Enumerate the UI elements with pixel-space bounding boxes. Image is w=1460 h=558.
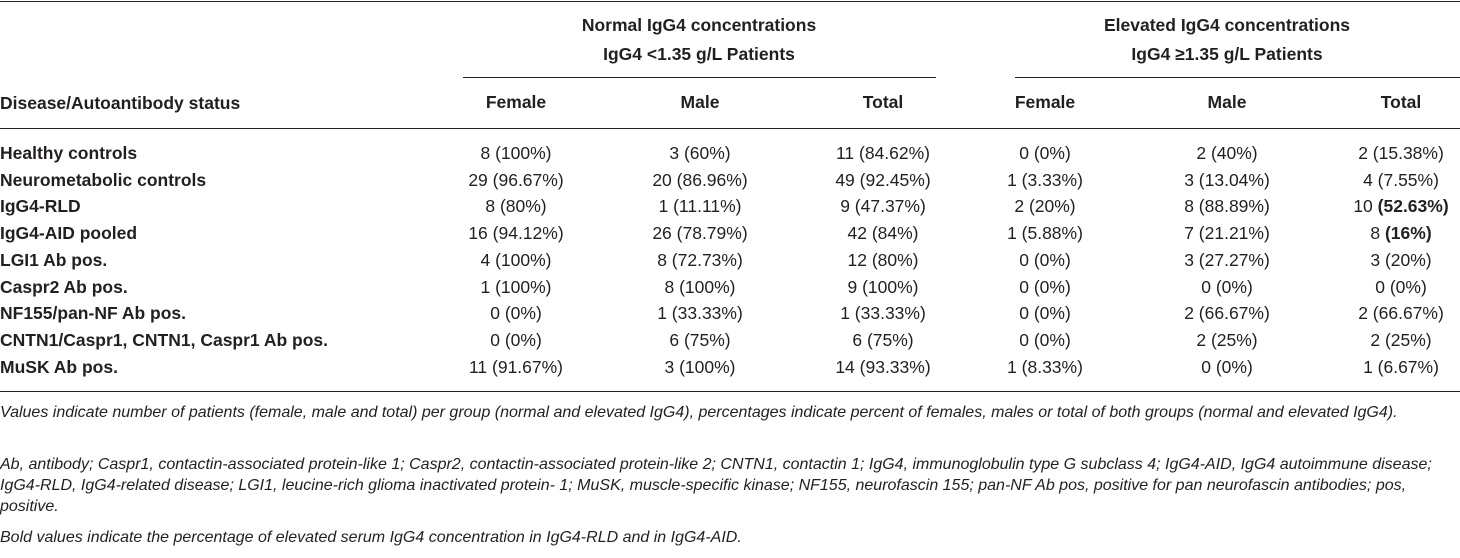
table-cell: 4 (7.55%): [1363, 170, 1439, 190]
group-elevated-underline: [1015, 77, 1460, 78]
table-cell: 2 (66.67%): [1184, 303, 1270, 323]
table-cell: 6 (75%): [669, 330, 731, 350]
table-cell: 3 (20%): [1370, 250, 1432, 270]
row-header: Disease/Autoantibody status: [0, 93, 241, 113]
table-cell: 6 (75%): [852, 330, 914, 350]
table-cell: 0 (0%): [490, 330, 542, 350]
col-header-elevated-female: Female: [1014, 92, 1076, 112]
table-cell: 2 (25%): [1196, 330, 1258, 350]
footnote-values: Values indicate number of patients (fema…: [0, 404, 1398, 421]
footnote-bold: Bold values indicate the percentage of e…: [0, 529, 742, 546]
bold-percentage: (52.63%): [1377, 196, 1449, 216]
table-cell: 2 (66.67%): [1358, 303, 1444, 323]
table-cell: 1 (8.33%): [1007, 357, 1083, 377]
table-cell: 1 (3.33%): [1007, 170, 1083, 190]
table-cell: 3 (60%): [669, 143, 731, 163]
row-label: MuSK Ab pos.: [0, 357, 118, 377]
table-cell: 4 (100%): [480, 250, 552, 270]
header-rule: [0, 128, 1460, 129]
table-cell: 12 (80%): [847, 250, 919, 270]
table-cell: 49 (92.45%): [835, 170, 931, 190]
table-cell: 42 (84%): [847, 223, 919, 243]
row-label: NF155/pan-NF Ab pos.: [0, 303, 187, 323]
table-cell: 2 (15.38%): [1358, 143, 1444, 163]
table-cell: 8 (72.73%): [657, 250, 743, 270]
table-cell: 29 (96.67%): [468, 170, 564, 190]
group-normal-underline: [463, 77, 936, 78]
table-cell: 0 (0%): [1375, 277, 1427, 297]
group-header-elevated-line2: IgG4 ≥1.35 g/L Patients: [1131, 44, 1323, 64]
group-header-normal-line2: IgG4 <1.35 g/L Patients: [603, 44, 795, 64]
table-cell: 2 (40%): [1196, 143, 1258, 163]
table-cell: 10 (52.63%): [1353, 196, 1448, 216]
table-cell: 14 (93.33%): [835, 357, 931, 377]
col-header-normal-total: Total: [862, 92, 904, 112]
table-cell: 0 (0%): [1019, 143, 1071, 163]
col-header-normal-female: Female: [485, 92, 547, 112]
table-cell: 2 (20%): [1014, 196, 1076, 216]
table-cell: 8 (100%): [664, 277, 736, 297]
table-cell: 11 (91.67%): [468, 357, 564, 377]
table-cell: 0 (0%): [1019, 250, 1071, 270]
table-cell: 16 (94.12%): [468, 223, 564, 243]
table-cell: 7 (21.21%): [1184, 223, 1270, 243]
table-cell: 8 (100%): [480, 143, 552, 163]
table-cell: 0 (0%): [1201, 357, 1253, 377]
table-cell: 0 (0%): [1019, 303, 1071, 323]
group-header-elevated-line1: Elevated IgG4 concentrations: [1103, 15, 1351, 35]
table-cell: 2 (25%): [1370, 330, 1432, 350]
row-label: Healthy controls: [0, 143, 138, 163]
row-label: IgG4-AID pooled: [0, 223, 138, 243]
row-label: IgG4-RLD: [0, 196, 81, 216]
table-cell: 1 (11.11%): [658, 196, 742, 216]
col-header-elevated-total: Total: [1380, 92, 1422, 112]
col-header-elevated-male: Male: [1207, 92, 1247, 112]
table-cell: 26 (78.79%): [652, 223, 748, 243]
table-cell: 1 (6.67%): [1363, 357, 1439, 377]
table-cell: 1 (33.33%): [840, 303, 926, 323]
table-cell: 0 (0%): [1201, 277, 1253, 297]
row-label: Caspr2 Ab pos.: [0, 277, 128, 297]
table-cell: 8 (88.89%): [1184, 196, 1270, 216]
cell-count: 10: [1353, 196, 1378, 216]
top-rule: [0, 1, 1460, 2]
table-cell: 9 (100%): [847, 277, 919, 297]
table-cell: 1 (100%): [480, 277, 552, 297]
row-label: CNTN1/Caspr1, CNTN1, Caspr1 Ab pos.: [0, 330, 329, 350]
table-cell: 0 (0%): [1019, 330, 1071, 350]
footnote-abbreviations: Ab, antibody; Caspr1, contactin-associat…: [0, 456, 1432, 515]
table-cell: 1 (5.88%): [1007, 223, 1083, 243]
bottom-rule: [0, 391, 1460, 392]
table-cell: 8 (16%): [1370, 223, 1431, 243]
cell-count: 8: [1370, 223, 1385, 243]
table-cell: 3 (27.27%): [1184, 250, 1270, 270]
table-cell: 3 (13.04%): [1184, 170, 1270, 190]
group-header-normal-line1: Normal IgG4 concentrations: [581, 15, 817, 35]
table-cell: 3 (100%): [664, 357, 736, 377]
table-cell: 0 (0%): [1019, 277, 1071, 297]
col-header-normal-male: Male: [680, 92, 720, 112]
bold-percentage: (16%): [1384, 223, 1432, 243]
table-cell: 11 (84.62%): [835, 143, 931, 163]
table-cell: 0 (0%): [490, 303, 542, 323]
table-cell: 1 (33.33%): [657, 303, 743, 323]
table-cell: 9 (47.37%): [840, 196, 926, 216]
row-label: LGI1 Ab pos.: [0, 250, 108, 270]
row-label: Neurometabolic controls: [0, 170, 207, 190]
table-cell: 8 (80%): [485, 196, 547, 216]
table-cell: 20 (86.96%): [652, 170, 748, 190]
